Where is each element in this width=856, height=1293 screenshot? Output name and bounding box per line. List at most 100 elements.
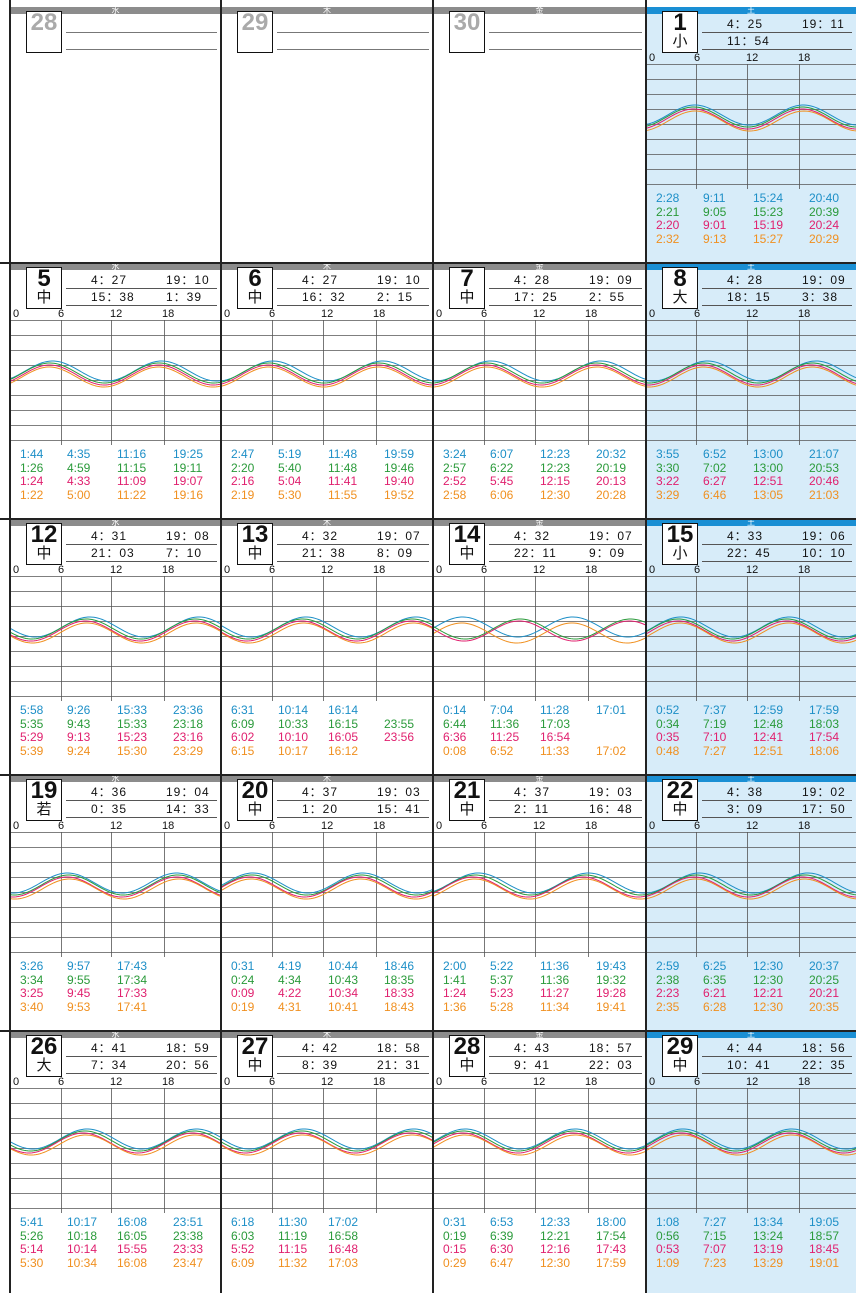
- hour-tick-label: 6: [694, 52, 701, 64]
- day-number: 15: [666, 521, 694, 548]
- tide-time: 18:57: [809, 1228, 840, 1243]
- tide-curve-3: [221, 366, 433, 388]
- row-divider: [0, 774, 856, 776]
- tide-time: 11:36: [540, 959, 570, 973]
- hour-tick-label: 0: [436, 820, 443, 832]
- weekday-bar: 金: [433, 519, 646, 527]
- day-cell: 土 29 中 4：44 18：56 10：41 22：35 0 6 12 18 1:08 7:27 13:…: [646, 1031, 856, 1293]
- tide-time: 20:39: [809, 204, 840, 219]
- hour-tick-label: 12: [321, 1076, 334, 1088]
- tide-time: 20:32: [596, 447, 627, 461]
- sun-row: 4：41 18：59: [66, 1040, 217, 1057]
- sunset: 19：08: [166, 529, 210, 543]
- tide-time: 6:02: [231, 730, 255, 744]
- tide-time: 9:13: [67, 730, 91, 744]
- day-cell: 水 19 若 4：36 19：04 0：35 14：33 0 6 12 18 3:26 9:57 17:4…: [10, 775, 221, 1031]
- hour-tick-label: 18: [585, 1076, 598, 1088]
- tide-time: 20:24: [809, 218, 840, 232]
- tide-time: 19:16: [173, 487, 204, 502]
- tide-time: 11:48: [328, 447, 358, 461]
- day-cell: 土 1 小 4：25 19：11 11：54 0 6 12 18 2:28 9:11 15:24 20:4…: [646, 7, 856, 263]
- tide-time: 3:22: [656, 474, 680, 488]
- tide-curve-3: [646, 878, 856, 900]
- tide-times-row: 5:39 9:24 15:30 23:29: [10, 744, 221, 759]
- sun-moon-info: 4：28 19：09 17：25 2：55: [489, 272, 642, 306]
- tide-time: 9:57: [67, 959, 91, 973]
- hour-tick-label: 6: [58, 820, 65, 832]
- hour-tick-label: 6: [481, 308, 488, 320]
- tide-time: 0:24: [231, 972, 255, 987]
- hour-tick-label: 6: [58, 564, 65, 576]
- weekday-bar: 土: [646, 7, 856, 15]
- tide-type: 中: [247, 289, 263, 306]
- tide-time: 15:27: [753, 231, 784, 246]
- tide-chart-svg: [433, 576, 646, 701]
- hour-tick-label: 0: [13, 1076, 20, 1088]
- tide-times-row: 0:48 7:27 12:51 18:06: [646, 743, 856, 759]
- tide-time: 13:34: [753, 1215, 784, 1229]
- day-number: 1: [673, 9, 687, 36]
- tide-times-row: 6:31 10:14 16:14: [221, 703, 433, 718]
- sun-moon-info: 4：31 19：08 21：03 7：10: [66, 528, 217, 562]
- tide-chart: [10, 832, 221, 957]
- hour-tick-label: 18: [162, 564, 175, 576]
- moon-row: 17：25 2：55: [489, 289, 642, 306]
- tide-time: 15:24: [753, 191, 784, 205]
- tide-time: 10:17: [278, 743, 309, 758]
- tide-chart: [646, 576, 856, 701]
- tide-time: 17:43: [596, 1242, 627, 1256]
- tide-curve-1: [221, 874, 433, 896]
- hour-axis: 0 6 12 18: [646, 820, 856, 832]
- tide-time: 2:23: [656, 986, 680, 1000]
- tide-time: 0:29: [443, 1255, 467, 1270]
- tide-time: 19:01: [809, 1255, 840, 1270]
- sun-moon-info: 4：44 18：56 10：41 22：35: [702, 1040, 852, 1074]
- moon-row: 2：11 16：48: [489, 801, 642, 818]
- moonrise: 0：35: [91, 802, 128, 816]
- tide-time: 4:35: [67, 447, 91, 461]
- tide-time: 6:30: [490, 1242, 514, 1256]
- weekday-label: 土: [747, 775, 755, 783]
- tide-time: 9:01: [703, 218, 727, 232]
- tide-time: 12:59: [753, 703, 784, 717]
- sunset: 18：57: [589, 1041, 633, 1055]
- hour-tick-label: 0: [436, 564, 443, 576]
- tide-time: 2:59: [656, 959, 680, 973]
- weekday-bar: 水: [10, 519, 221, 527]
- tide-time: 16:05: [117, 1228, 148, 1243]
- day-number: 26: [30, 1033, 58, 1060]
- tide-times-row: 0:19 6:39 12:21 17:54: [433, 1229, 646, 1244]
- tide-chart-svg: [433, 320, 646, 445]
- tide-curve-0: [221, 1128, 433, 1150]
- tide-type: 若: [36, 801, 52, 818]
- weekday-bar: 金: [433, 263, 646, 271]
- tide-type: 中: [459, 289, 475, 306]
- tide-times-row: 1:36 5:28 11:34 19:41: [433, 1000, 646, 1015]
- hour-axis: 0 6 12 18: [10, 1076, 221, 1088]
- tide-time: 11:33: [540, 743, 570, 758]
- tide-times-table: 2:28 9:11 15:24 20:40 2:21 9:05 15:23 20:39 2:20…: [646, 191, 856, 246]
- moonrise: 17：25: [514, 290, 558, 304]
- day-number: 14: [453, 521, 481, 548]
- tide-time: 12:30: [753, 999, 784, 1014]
- tide-time: 21:03: [809, 487, 840, 502]
- sun-moon-info: [489, 16, 642, 50]
- tide-type: 中: [36, 545, 52, 562]
- tide-curve-2: [646, 1132, 856, 1154]
- weekday-bar: 土: [646, 519, 856, 527]
- sunrise: 4：38: [727, 785, 764, 799]
- moon-row: 9：41 22：03: [489, 1057, 642, 1074]
- tide-time: 16:05: [328, 730, 359, 744]
- day-box: 14 中: [449, 523, 485, 565]
- tide-time: 18:06: [809, 743, 840, 758]
- sunrise: 4：27: [91, 273, 128, 287]
- tide-time: 18:35: [384, 972, 415, 987]
- tide-time: 1:26: [20, 460, 44, 475]
- moon-row: [489, 33, 642, 50]
- weekday-bar: 水: [10, 7, 221, 15]
- weekday-bar: 木: [221, 519, 433, 527]
- tide-curve-1: [10, 1130, 221, 1152]
- tide-time: 7:10: [703, 730, 727, 744]
- day-number: 30: [453, 9, 481, 36]
- tide-times-row: 5:35 9:43 15:33 23:18: [10, 717, 221, 732]
